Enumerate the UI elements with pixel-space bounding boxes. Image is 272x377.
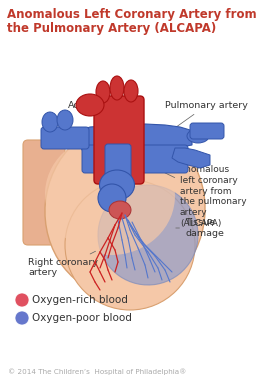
Text: Aorta: Aorta [68,101,105,109]
Text: © 2014 The Children’s  Hospital of Philadelphia®: © 2014 The Children’s Hospital of Philad… [8,368,186,375]
Text: Anomalous
left coronary
artery from
the pulmonary
artery
(ALCAPA): Anomalous left coronary artery from the … [157,165,247,228]
Ellipse shape [187,129,209,143]
Text: Oxygen-rich blood: Oxygen-rich blood [32,295,128,305]
FancyBboxPatch shape [82,145,188,173]
Ellipse shape [76,94,104,116]
Ellipse shape [110,76,124,100]
Ellipse shape [45,123,205,297]
Text: Tissue
damage: Tissue damage [176,218,224,238]
Ellipse shape [15,293,29,307]
Text: the Pulmonary Artery (ALCAPA): the Pulmonary Artery (ALCAPA) [7,22,216,35]
Text: Pulmonary artery: Pulmonary artery [165,101,248,129]
Ellipse shape [15,311,29,325]
Ellipse shape [98,185,198,285]
Polygon shape [80,124,192,152]
Text: Anomalous Left Coronary Artery from: Anomalous Left Coronary Artery from [7,8,256,21]
FancyBboxPatch shape [41,127,89,149]
Ellipse shape [96,81,110,103]
FancyBboxPatch shape [94,96,144,184]
FancyBboxPatch shape [105,144,131,185]
Ellipse shape [57,110,73,130]
Polygon shape [172,148,210,168]
Ellipse shape [109,201,131,219]
FancyBboxPatch shape [190,123,224,139]
Ellipse shape [42,112,58,132]
FancyBboxPatch shape [23,140,65,245]
Ellipse shape [124,80,138,102]
Ellipse shape [45,135,175,255]
Ellipse shape [98,184,126,212]
Ellipse shape [65,180,195,310]
Ellipse shape [100,170,134,200]
Text: Right coronary
artery: Right coronary artery [28,251,98,277]
Text: Oxygen-poor blood: Oxygen-poor blood [32,313,132,323]
